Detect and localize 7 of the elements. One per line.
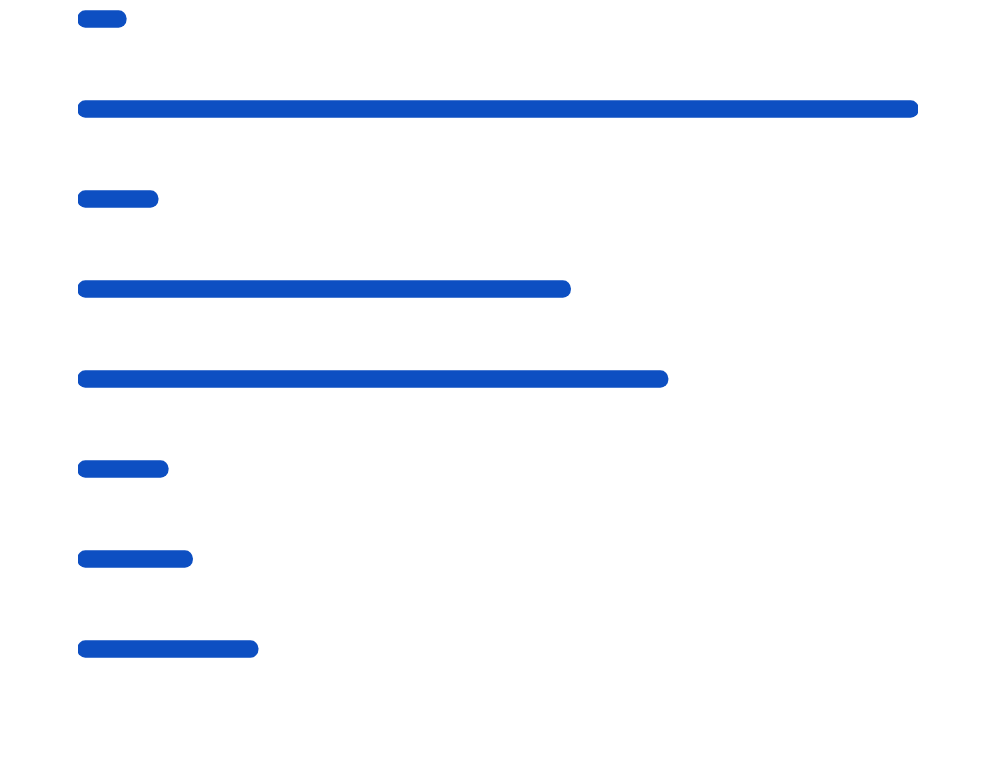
bar — [78, 550, 193, 568]
bar — [78, 460, 169, 478]
bar — [78, 190, 159, 208]
bar — [78, 640, 259, 658]
bar — [78, 370, 669, 388]
bar — [78, 100, 918, 118]
bar — [78, 280, 571, 298]
